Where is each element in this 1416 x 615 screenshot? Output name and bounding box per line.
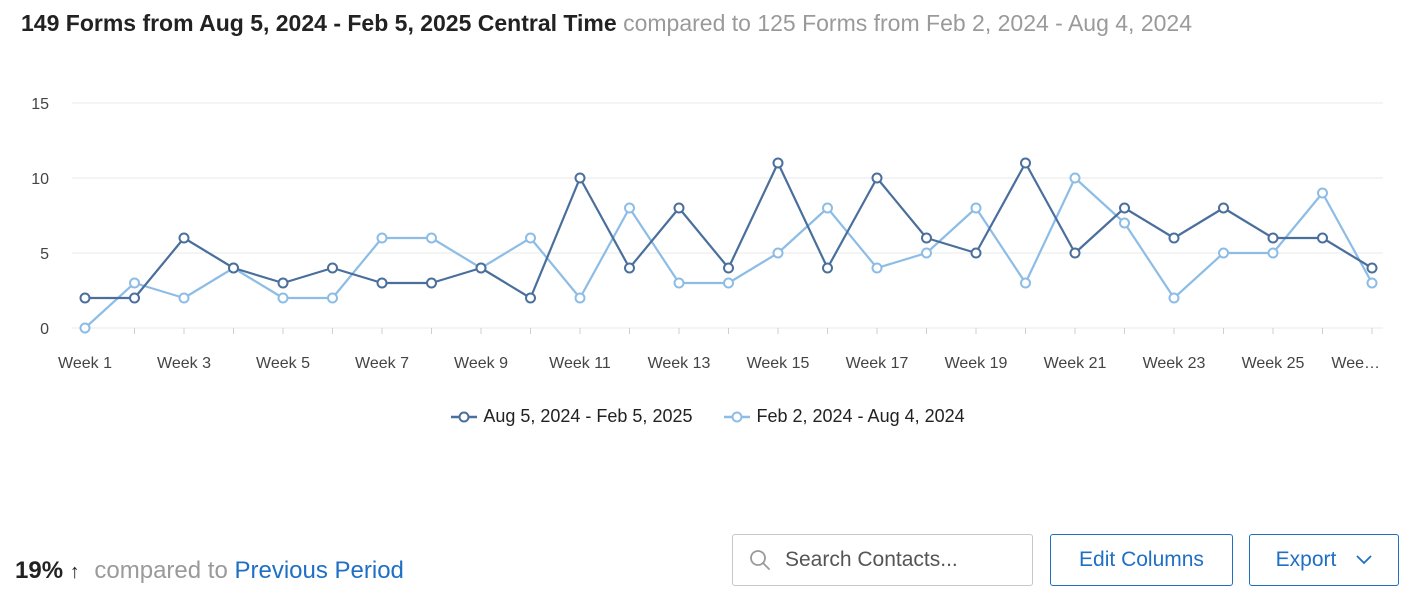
title-main: 149 Forms from Aug 5, 2024 - Feb 5, 2025… — [21, 10, 617, 36]
data-point — [1168, 232, 1180, 244]
x-tick-label: Week 15 — [747, 355, 810, 372]
data-point — [1119, 217, 1130, 229]
legend-swatch-current — [451, 411, 478, 422]
data-point — [1267, 232, 1279, 244]
x-tick-label: Week 21 — [1044, 355, 1107, 372]
x-tick-label: Week 3 — [157, 355, 211, 372]
title-compare: compared to 125 Forms from Feb 2, 2024 -… — [623, 10, 1193, 36]
data-point — [1366, 277, 1378, 289]
data-point — [723, 277, 734, 289]
data-point — [426, 232, 437, 244]
report-title: 149 Forms from Aug 5, 2024 - Feb 5, 2025… — [21, 10, 1192, 37]
x-tick-label: Week 11 — [549, 355, 611, 372]
data-point — [178, 292, 190, 304]
search-box[interactable] — [732, 534, 1033, 586]
arrow-up-icon: ↑ — [69, 561, 80, 583]
x-tick-label: Week 19 — [945, 355, 1008, 372]
data-point — [1020, 277, 1031, 289]
data-point — [1218, 247, 1229, 259]
data-point — [1267, 247, 1279, 259]
data-point — [228, 262, 239, 274]
data-point — [525, 292, 536, 304]
forms-line-chart: 0 5 10 15 Week 1 Week 3 Week 5 Week 7 Week 9 Wee… — [31, 96, 1383, 372]
data-point — [624, 262, 635, 274]
export-button[interactable]: Export — [1249, 534, 1399, 586]
data-point — [723, 262, 734, 274]
data-point — [178, 232, 190, 244]
x-tick-label: Week 9 — [454, 355, 508, 372]
legend-item-previous[interactable]: Feb 2, 2024 - Aug 4, 2024 — [724, 406, 965, 427]
x-tick-label: Week 5 — [256, 355, 310, 372]
data-point — [921, 232, 932, 244]
data-point — [1168, 292, 1180, 304]
previous-period-link[interactable]: Previous Period — [234, 557, 404, 584]
legend-item-current[interactable]: Aug 5, 2024 - Feb 5, 2025 — [451, 406, 692, 427]
data-point — [376, 277, 388, 289]
data-point — [1069, 247, 1081, 259]
x-tick-label: Wee… — [1331, 355, 1380, 372]
x-tick-label: Week 17 — [846, 355, 909, 372]
compared-text: compared to — [94, 557, 228, 584]
search-input[interactable] — [783, 547, 1027, 573]
data-point — [1069, 172, 1081, 184]
data-point — [574, 292, 586, 304]
data-point — [673, 277, 685, 289]
data-point — [822, 202, 833, 214]
chevron-down-icon — [1356, 555, 1372, 565]
data-point — [277, 292, 289, 304]
x-tick-label: Week 7 — [355, 355, 409, 372]
data-point — [129, 292, 140, 304]
data-point — [772, 157, 784, 169]
legend-swatch-previous — [724, 411, 751, 422]
data-point — [624, 202, 635, 214]
data-point — [871, 172, 883, 184]
data-point — [970, 202, 982, 214]
data-point — [574, 172, 586, 184]
data-point — [1317, 187, 1328, 199]
search-icon — [750, 550, 770, 570]
data-point — [129, 277, 140, 289]
percent-change: 19% — [15, 557, 64, 584]
y-tick-label: 15 — [31, 96, 49, 113]
series-previous — [79, 172, 1378, 334]
y-tick-label: 0 — [40, 321, 49, 338]
data-point — [673, 202, 685, 214]
x-tick-label: Week 25 — [1242, 355, 1305, 372]
data-point — [475, 262, 487, 274]
x-tick-label: Week 13 — [648, 355, 711, 372]
legend-label-current: Aug 5, 2024 - Feb 5, 2025 — [483, 406, 693, 426]
data-point — [921, 247, 932, 259]
series-current — [79, 157, 1378, 304]
data-point — [822, 262, 833, 274]
x-tick-label: Week 23 — [1143, 355, 1206, 372]
export-label: Export — [1275, 548, 1337, 571]
data-point — [327, 292, 338, 304]
data-point — [79, 322, 91, 334]
edit-columns-button[interactable]: Edit Columns — [1050, 534, 1233, 586]
data-point — [327, 262, 338, 274]
data-point — [1366, 262, 1378, 274]
data-point — [277, 277, 289, 289]
x-tick-label: Week 1 — [58, 355, 112, 372]
data-point — [871, 262, 883, 274]
y-tick-label: 10 — [31, 171, 49, 188]
data-point — [426, 277, 437, 289]
data-point — [1218, 202, 1229, 214]
legend-label-previous: Feb 2, 2024 - Aug 4, 2024 — [756, 406, 965, 426]
period-comparison: 19% ↑ compared to Previous Period — [15, 557, 404, 585]
y-tick-label: 5 — [40, 246, 49, 263]
edit-columns-label: Edit Columns — [1079, 548, 1204, 571]
data-point — [970, 247, 982, 259]
data-point — [376, 232, 388, 244]
data-point — [525, 232, 536, 244]
chart-legend: Aug 5, 2024 - Feb 5, 2025 Feb 2, 2024 - … — [0, 406, 1416, 427]
data-point — [1119, 202, 1130, 214]
data-point — [79, 292, 91, 304]
data-point — [1317, 232, 1328, 244]
data-point — [1020, 157, 1031, 169]
data-point — [772, 247, 784, 259]
